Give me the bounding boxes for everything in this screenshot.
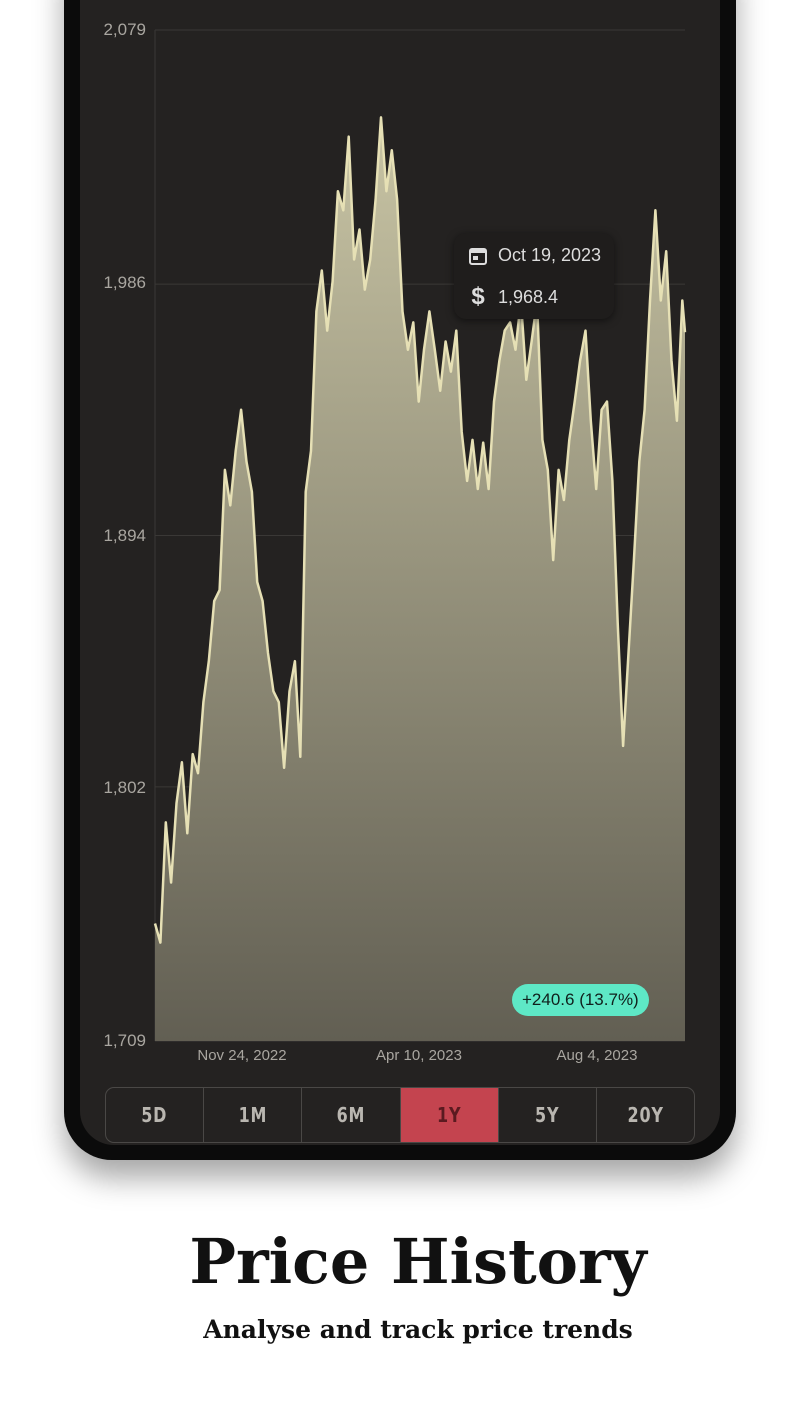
promo-title: Price History bbox=[189, 1225, 647, 1298]
x-tick-label: Apr 10, 2023 bbox=[376, 1047, 462, 1064]
tab-label: 6M bbox=[336, 1103, 366, 1127]
range-tab-1y[interactable]: 1Y bbox=[400, 1088, 499, 1142]
tab-label: 1M bbox=[238, 1103, 268, 1127]
range-tab-5y[interactable]: 5Y bbox=[499, 1088, 597, 1142]
tab-label: 20Y bbox=[627, 1103, 664, 1127]
y-tick-label: 2,079 bbox=[103, 20, 146, 39]
promo-subtitle: Analyse and track price trends bbox=[203, 1315, 633, 1344]
price-chart[interactable]: 2,079 1,986 1,894 1,802 1,709 Nov 24, 20… bbox=[0, 0, 800, 1080]
tooltip-price: 1,968.4 bbox=[498, 286, 559, 307]
tab-label: 1Y bbox=[436, 1103, 462, 1127]
calendar-icon bbox=[469, 247, 487, 265]
chart-svg[interactable] bbox=[0, 0, 800, 1080]
tooltip-date: Oct 19, 2023 bbox=[498, 245, 602, 265]
price-line bbox=[153, 116, 687, 944]
dollar-icon: $ bbox=[471, 283, 485, 310]
range-tab-1m[interactable]: 1M bbox=[204, 1088, 303, 1142]
y-tick-label: 1,709 bbox=[103, 1031, 146, 1050]
range-tab-6m[interactable]: 6M bbox=[302, 1088, 401, 1142]
range-tab-20y[interactable]: 20Y bbox=[597, 1088, 694, 1142]
chart-tooltip: Oct 19, 2023 $ 1,968.4 bbox=[454, 233, 614, 319]
price-area bbox=[155, 117, 685, 1041]
range-selector: 5D 1M 6M 1Y 5Y 20Y bbox=[105, 1087, 695, 1143]
y-tick-label: 1,986 bbox=[103, 273, 146, 292]
change-badge: +240.6 (13.7%) bbox=[512, 984, 649, 1016]
y-tick-label: 1,802 bbox=[103, 778, 146, 797]
tab-label: 5D bbox=[141, 1103, 168, 1127]
tab-label: 5Y bbox=[535, 1103, 560, 1127]
y-tick-label: 1,894 bbox=[103, 526, 146, 545]
range-tab-5d[interactable]: 5D bbox=[106, 1088, 205, 1142]
x-tick-label: Aug 4, 2023 bbox=[556, 1047, 638, 1064]
x-tick-label: Nov 24, 2022 bbox=[197, 1047, 287, 1064]
